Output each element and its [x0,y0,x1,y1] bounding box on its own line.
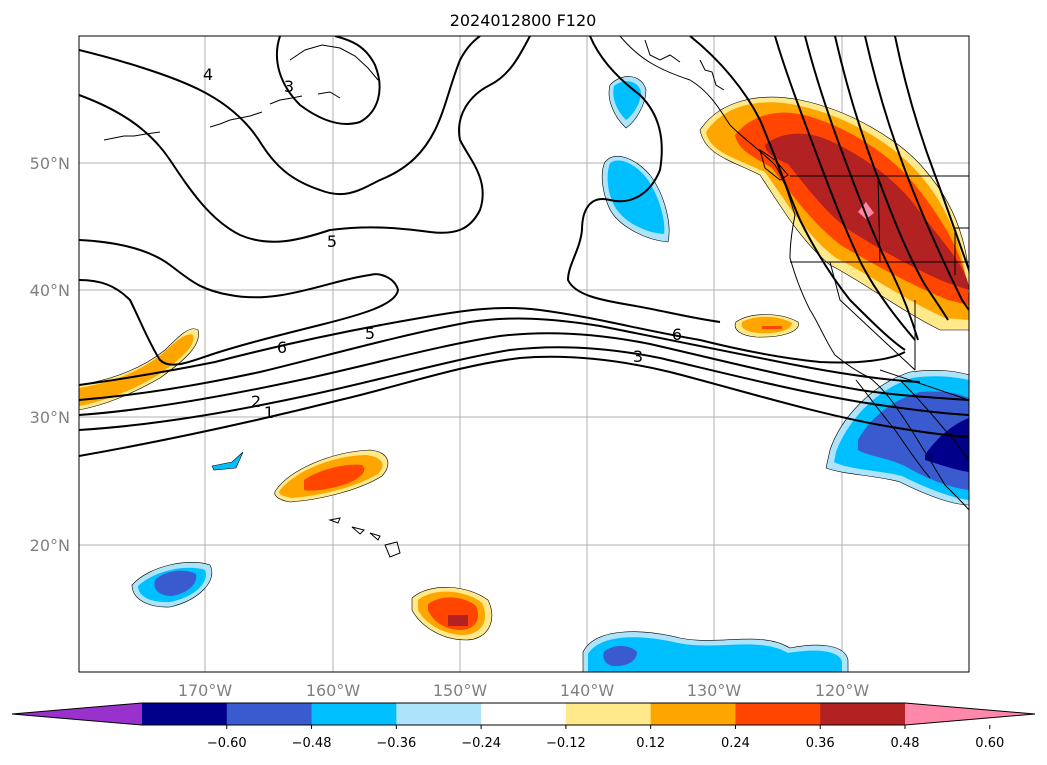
colorbar-tick-label: 0.12 [636,736,665,751]
contour-label: 2 [251,392,261,411]
colorbar: −0.60 −0.48 −0.36 −0.24 −0.12 0.12 0.24 0.36 0.4… [11,702,1036,751]
lon-label: 150°W [433,681,488,700]
lat-label: 50°N [30,154,70,173]
colorbar-segment [396,703,482,725]
colorbar-segment [735,703,821,725]
contours [79,36,969,457]
colorbar-segment [311,703,397,725]
map-frame [78,35,970,673]
lon-label: 160°W [306,681,361,700]
lat-label: 20°N [30,536,70,555]
colorbar-tick-label: −0.12 [546,736,586,751]
colorbar-tick-label: 0.24 [721,736,750,751]
colorbar-extend-low [12,703,142,725]
map-title: 2024012800 F120 [450,11,597,30]
colorbar-tick-label: −0.24 [461,736,501,751]
contour-labels: 4 3 5 6 5 6 3 2 1 [203,65,682,422]
colorbar-extend-high [905,703,1035,725]
colorbar-outline [11,702,1036,726]
colorbar-segment [226,703,313,725]
contour-label: 5 [365,324,375,343]
latitude-labels: 50°N 40°N 30°N 20°N [30,154,70,555]
colorbar-segment [650,703,736,725]
colorbar-tick-label: −0.48 [292,736,332,751]
lon-label: 170°W [178,681,233,700]
colorbar-tick-label: 0.60 [975,736,1004,751]
coastlines [103,36,969,558]
contour-label: 4 [203,65,213,84]
colorbar-tick-label: −0.36 [376,736,416,751]
longitude-labels: 170°W 160°W 150°W 140°W 130°W 120°W [178,681,870,700]
contour-label: 3 [633,347,643,366]
contour-label: 3 [284,77,294,96]
contour-label: 5 [327,232,337,251]
lat-label: 40°N [30,281,70,300]
colorbar-segment [142,703,228,725]
colorbar-segment [481,703,567,725]
colorbar-segment [565,703,652,725]
colorbar-tick-label: 0.36 [806,736,835,751]
lon-label: 130°W [687,681,742,700]
colorbar-tick-label: −0.60 [207,736,247,751]
contour-label: 6 [672,325,682,344]
map-panel: 4 3 5 6 5 6 3 2 1 [79,36,969,672]
colorbar-segment [820,703,906,725]
lat-label: 30°N [30,408,70,427]
lon-label: 120°W [815,681,870,700]
contour-label: 6 [277,338,287,357]
lon-label: 140°W [560,681,615,700]
colorbar-tick-label: 0.48 [891,736,920,751]
contour-label: 1 [264,403,274,422]
